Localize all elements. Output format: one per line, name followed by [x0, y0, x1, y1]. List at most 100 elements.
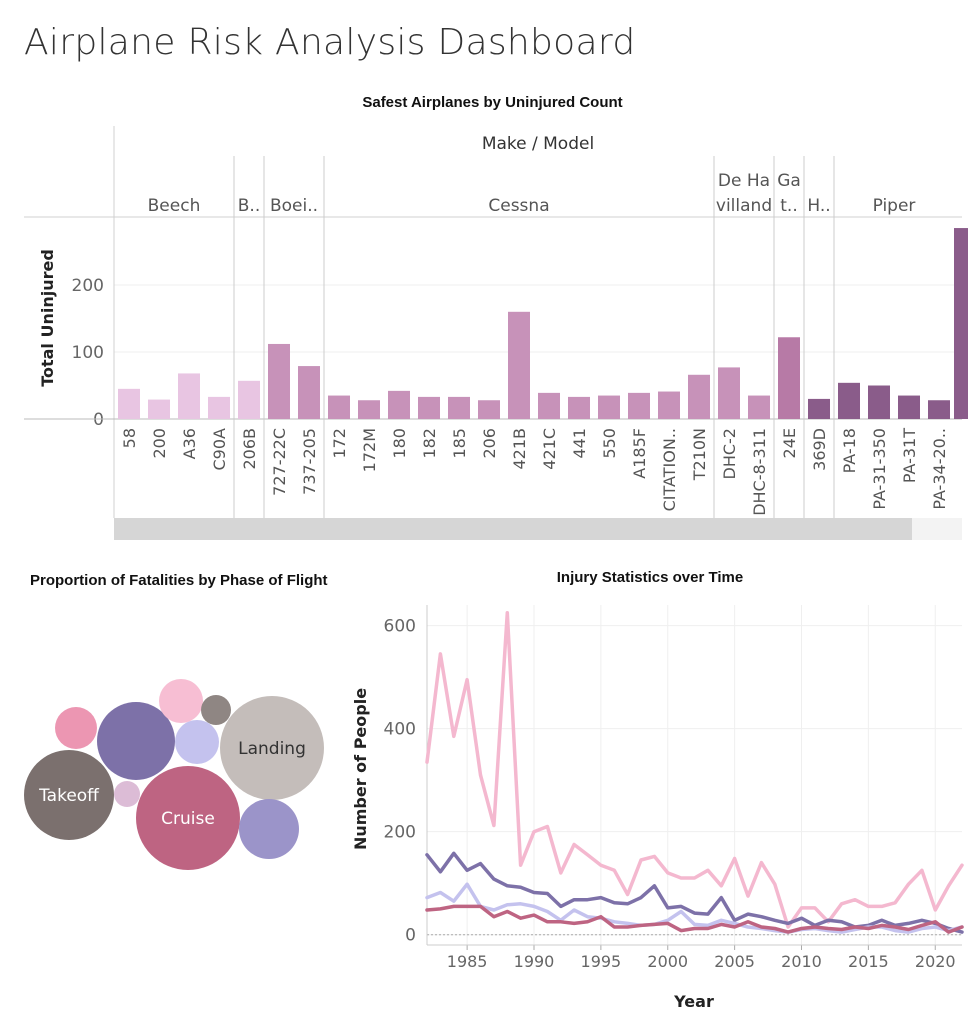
- line-chart: 1985 1990 1995 2000 2005 2010 2015 2020 0 200 400 6…: [351, 605, 964, 1011]
- bar: [118, 388, 140, 419]
- bar-model-label: 58: [120, 428, 139, 448]
- bar-model-label: DHC-8-311: [750, 428, 769, 516]
- bar-group-label: Piper: [873, 196, 916, 216]
- bar-model-label: T210N: [690, 428, 709, 481]
- bar: [238, 380, 260, 419]
- line-y-axis-label: Number of People: [351, 688, 370, 850]
- bar: [268, 343, 290, 419]
- bar-group-label: t..: [780, 196, 797, 216]
- line-xtick-label: 1985: [447, 952, 488, 971]
- bar-model-label: PA-31T: [900, 428, 919, 483]
- bubble: [239, 799, 299, 859]
- bar: [298, 366, 320, 419]
- scrollbar-thumb[interactable]: [114, 518, 912, 540]
- bar: [328, 395, 350, 419]
- bar: [178, 373, 200, 419]
- bar-group-label: villand: [716, 196, 772, 216]
- bar-chart-title: Safest Airplanes by Uninjured Count: [362, 94, 623, 111]
- bar-model-label: CITATION..: [660, 428, 679, 511]
- bar-model-label: 727-22C: [270, 428, 289, 496]
- bar-model-label: 200: [150, 428, 169, 459]
- bar-model-label: PA-34-20..: [930, 428, 949, 510]
- bar-model-label: 24E: [780, 428, 799, 458]
- bar-model-label: 421C: [540, 428, 559, 470]
- bar-model-label: A36: [180, 428, 199, 459]
- bar: [448, 396, 470, 419]
- bar: [598, 395, 620, 419]
- bar-header-title: Make / Model: [482, 134, 594, 154]
- line-ytick-label: 0: [405, 926, 416, 946]
- bar-group-label: B..: [238, 196, 260, 216]
- bubble: [55, 707, 97, 749]
- bar-model-label: 185: [450, 428, 469, 459]
- line-ytick-label: 600: [384, 617, 416, 637]
- line-xtick-label: 2010: [781, 952, 822, 971]
- bar: [718, 367, 740, 419]
- horizontal-scrollbar[interactable]: [114, 518, 962, 540]
- bar: [208, 396, 230, 419]
- bar-chart: 0 100 200 Make / Model Total Uninjured Beech 5…: [24, 126, 968, 518]
- bar: [658, 391, 680, 419]
- bar: [508, 311, 530, 419]
- line-xtick-label: 1990: [514, 952, 555, 971]
- bar-model-label: 206: [480, 428, 499, 459]
- bar: [568, 396, 590, 419]
- bar-group-label: Cessna: [488, 196, 549, 216]
- bar-model-label: PA-31-350: [870, 428, 889, 510]
- bar-model-label: 737-205: [300, 428, 319, 495]
- bar-group-label: Beech: [148, 196, 201, 216]
- bar-y-axis-label: Total Uninjured: [38, 249, 57, 387]
- bubble: [114, 781, 140, 807]
- bar-model-label: C90A: [210, 428, 229, 471]
- bar-model-label: 550: [600, 428, 619, 459]
- bar-model-label: DHC-2: [720, 428, 739, 479]
- bubble: [24, 750, 114, 840]
- bar-model-label: PA-18: [840, 428, 859, 473]
- bar-model-label: 369D: [810, 428, 829, 471]
- bar: [538, 392, 560, 419]
- bar-group-label: Ga: [777, 171, 801, 191]
- bar-group-label: H..: [807, 196, 830, 216]
- bar-ytick-label: 0: [93, 410, 104, 430]
- bar-model-label: 182: [420, 428, 439, 459]
- line-series: [425, 904, 964, 934]
- bubble-label: Takeoff: [38, 786, 100, 806]
- bar-ytick-label: 100: [72, 343, 104, 363]
- line-ytick-label: 400: [384, 720, 416, 740]
- bar-model-label: 172M: [360, 428, 379, 472]
- bubble: [136, 766, 240, 870]
- bubble-chart: Landing Cruise Takeoff: [24, 679, 324, 870]
- bar: [418, 396, 440, 419]
- bar-group-label: De Ha: [718, 171, 770, 191]
- line-xtick-label: 2020: [915, 952, 956, 971]
- bar: [628, 392, 650, 419]
- bar-model-label: 206B: [240, 428, 259, 470]
- bar: [838, 382, 860, 419]
- line-series: [425, 851, 964, 934]
- bar: [808, 398, 830, 419]
- bubble: [175, 720, 219, 764]
- line-xtick-label: 2005: [714, 952, 755, 971]
- bubble-chart-title: Proportion of Fatalities by Phase of Fli…: [30, 572, 328, 589]
- line-xtick-label: 1995: [581, 952, 622, 971]
- bar-model-label: 421B: [510, 428, 529, 470]
- line-series: [425, 610, 964, 929]
- bar: [388, 390, 410, 419]
- bar-ytick-label: 200: [72, 276, 104, 296]
- bar: [898, 395, 920, 419]
- dashboard-title: Airplane Risk Analysis Dashboard: [24, 22, 636, 63]
- line-xtick-label: 2000: [647, 952, 688, 971]
- bar: [688, 374, 710, 419]
- line-chart-title: Injury Statistics over Time: [556, 569, 744, 586]
- bubble: [201, 695, 231, 725]
- bar: [868, 385, 890, 419]
- bar: [928, 400, 950, 419]
- bar: [748, 395, 770, 419]
- bar: [478, 400, 500, 419]
- bar-group-label: Boei..: [270, 196, 318, 216]
- bar: [358, 400, 380, 419]
- line-xtick-label: 2015: [848, 952, 889, 971]
- bar-model-label: A185F: [630, 428, 649, 479]
- bubble: [220, 696, 324, 800]
- bar-clipped: [954, 228, 968, 419]
